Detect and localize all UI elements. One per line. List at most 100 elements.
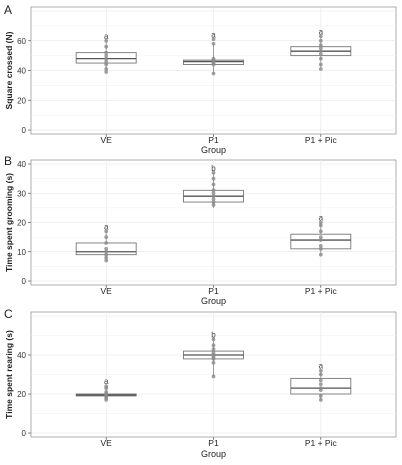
data-point: [104, 384, 109, 389]
data-point: [211, 351, 216, 355]
data-point: [318, 56, 323, 61]
x-tick-label: P1: [208, 438, 219, 448]
data-point: [211, 37, 216, 42]
box-p1-pic: a: [290, 214, 352, 257]
significance-label: a: [211, 30, 216, 39]
box-p1: a: [183, 30, 244, 76]
panel-letter: C: [4, 307, 13, 321]
box-iqr: [290, 377, 352, 395]
x-tick-label: P1 + Pic: [305, 286, 338, 296]
data-point: [104, 70, 109, 74]
y-axis-title: Square crossed (N): [4, 31, 14, 109]
data-point: [318, 252, 323, 257]
data-point: [104, 258, 109, 263]
data-point: [104, 255, 109, 260]
panel-b: B 0 10 20 30 40 a b a VE P1 P1 + Pic Group Time spent…: [4, 154, 397, 306]
x-axis-title: Group: [201, 449, 226, 459]
data-point: [211, 203, 216, 207]
data-point: [318, 46, 323, 51]
data-point: [104, 229, 109, 234]
box-p1: b: [183, 330, 244, 379]
data-point: [211, 194, 216, 199]
data-point: [104, 252, 109, 257]
data-point: [318, 38, 323, 43]
data-point: [104, 241, 109, 245]
significance-label: a: [104, 222, 109, 231]
y-tick-label: 40: [17, 351, 26, 360]
data-point: [211, 374, 216, 379]
significance-label: a: [319, 27, 324, 36]
data-point: [104, 50, 109, 55]
panel-letter: A: [4, 3, 12, 17]
box-p1: b: [183, 164, 244, 208]
data-point: [318, 394, 323, 398]
significance-label: a: [319, 362, 324, 371]
y-tick-label: 20: [17, 96, 26, 105]
x-tick-label: VE: [101, 135, 113, 145]
x-tick-label: P1: [208, 286, 219, 296]
box-p1-pic: a: [290, 362, 352, 402]
x-axis-title: Group: [201, 296, 226, 306]
box-ve: a: [75, 32, 137, 74]
significance-label: b: [211, 330, 216, 339]
data-point: [318, 397, 323, 402]
data-point: [318, 52, 323, 57]
y-tick-label: 40: [17, 160, 26, 169]
data-point: [211, 176, 216, 181]
data-point: [318, 229, 323, 234]
x-tick-label: P1: [208, 135, 219, 145]
data-point: [104, 59, 109, 64]
data-point: [211, 182, 216, 187]
data-point: [211, 188, 216, 193]
panel-a: A 0 20 40 60 a a a VE P1 P1 + Pic Group Square cross…: [4, 3, 397, 155]
data-point: [318, 238, 323, 242]
y-tick-label: 40: [17, 67, 26, 76]
significance-label: a: [104, 377, 109, 386]
data-point: [211, 200, 216, 204]
data-point: [211, 71, 216, 76]
data-point: [211, 343, 216, 348]
x-tick-label: P1 + Pic: [305, 438, 338, 448]
data-point: [318, 43, 323, 48]
data-point: [318, 34, 323, 39]
data-point: [318, 244, 323, 248]
data-point: [211, 56, 216, 61]
data-point: [104, 235, 109, 240]
x-tick-label: P1 + Pic: [305, 135, 338, 145]
y-tick-label: 0: [22, 277, 27, 286]
y-tick-label: 10: [17, 248, 26, 257]
data-point: [318, 49, 323, 54]
data-point: [104, 56, 109, 61]
data-point: [318, 220, 323, 225]
data-point: [104, 246, 109, 251]
data-point: [104, 38, 109, 43]
data-point: [104, 53, 109, 58]
x-tick-label: VE: [101, 438, 113, 448]
data-point: [318, 246, 323, 251]
data-point: [104, 44, 109, 49]
box-p1-pic: a: [290, 27, 352, 71]
y-tick-label: 20: [17, 219, 26, 228]
data-point: [318, 382, 323, 387]
y-tick-label: 60: [17, 37, 26, 46]
significance-label: b: [211, 164, 216, 173]
data-point: [318, 368, 323, 373]
data-point: [318, 235, 323, 240]
y-axis-title: Time spent rearing (s): [4, 330, 14, 419]
data-point: [318, 223, 323, 228]
data-point: [211, 170, 216, 175]
data-point: [318, 372, 323, 377]
y-axis-title: Time spent grooming (s): [4, 173, 14, 272]
box-ve: a: [75, 222, 137, 263]
panel-c: C 0 20 40 a b a VE P1 P1 + Pic Group Time spent rea…: [4, 307, 397, 459]
data-point: [104, 67, 109, 71]
data-point: [318, 67, 323, 71]
data-point: [211, 41, 216, 46]
y-tick-label: 0: [22, 126, 27, 135]
panel-letter: B: [4, 154, 12, 168]
data-point: [104, 390, 109, 394]
y-tick-label: 20: [17, 390, 26, 399]
y-tick-label: 0: [22, 429, 27, 438]
x-tick-label: VE: [101, 286, 113, 296]
